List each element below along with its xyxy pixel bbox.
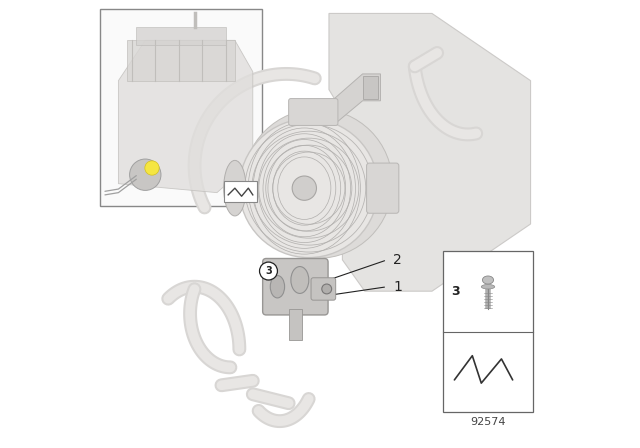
Text: 2: 2 bbox=[393, 253, 402, 267]
Text: 1: 1 bbox=[393, 280, 402, 294]
Ellipse shape bbox=[322, 284, 332, 294]
FancyBboxPatch shape bbox=[367, 163, 399, 213]
Bar bbox=[223, 181, 257, 202]
Bar bbox=[127, 40, 235, 81]
Polygon shape bbox=[326, 74, 380, 123]
Bar bbox=[443, 251, 532, 412]
Polygon shape bbox=[329, 13, 531, 291]
Ellipse shape bbox=[481, 284, 495, 289]
Polygon shape bbox=[118, 40, 253, 193]
Bar bbox=[362, 76, 378, 99]
FancyBboxPatch shape bbox=[262, 258, 328, 315]
Circle shape bbox=[145, 161, 159, 175]
Ellipse shape bbox=[483, 276, 493, 284]
Ellipse shape bbox=[239, 119, 378, 258]
Ellipse shape bbox=[270, 276, 285, 298]
Circle shape bbox=[260, 262, 278, 280]
Ellipse shape bbox=[243, 109, 392, 258]
Ellipse shape bbox=[292, 176, 316, 200]
Text: 3: 3 bbox=[265, 266, 272, 276]
Circle shape bbox=[129, 159, 161, 190]
FancyBboxPatch shape bbox=[311, 278, 335, 300]
Bar bbox=[136, 27, 226, 45]
Bar bbox=[289, 309, 302, 340]
Ellipse shape bbox=[223, 160, 246, 216]
Ellipse shape bbox=[291, 267, 308, 293]
Text: 3: 3 bbox=[451, 284, 460, 298]
Text: 92574: 92574 bbox=[470, 417, 506, 427]
Bar bbox=[100, 9, 262, 206]
FancyBboxPatch shape bbox=[289, 99, 338, 125]
